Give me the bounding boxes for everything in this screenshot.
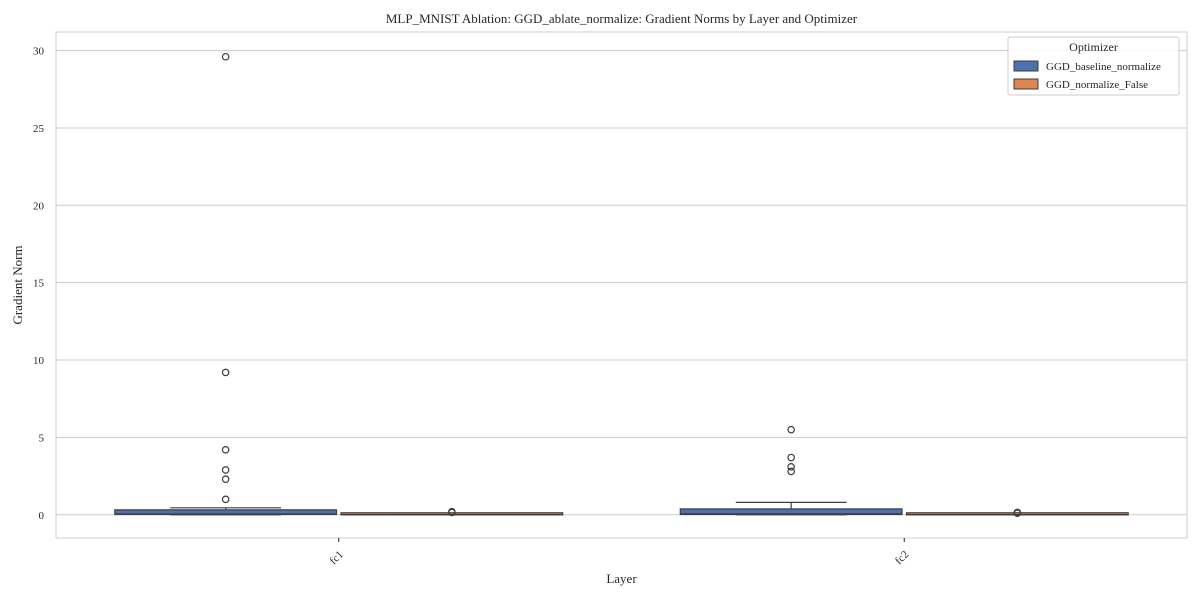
box [679,508,903,516]
y-tick-label: 15 [33,278,45,290]
outlier-point [221,52,230,61]
y-tick-label: 25 [33,123,45,135]
outlier-point [221,445,230,454]
legend-title: Optimizer [1069,40,1118,54]
outlier-point [221,466,230,474]
legend-swatch [1013,78,1039,90]
plot-frame [55,31,1188,539]
x-tick-label: fc2 [893,549,911,567]
x-tick-label: fc1 [327,549,345,567]
outlier-point [448,508,456,517]
y-tick-label: 5 [39,432,45,444]
y-tick-label: 30 [33,46,45,58]
legend-box [1007,36,1180,96]
outlier-point [221,495,230,504]
legend-label: GGD_baseline_normalize [1046,61,1161,73]
outlier-point [787,453,795,462]
y-tick-label: 10 [33,355,45,367]
chart-title: MLP_MNIST Ablation: GGD_ablate_normalize… [385,11,858,26]
legend-swatch [1013,60,1039,72]
outlier-point [221,475,230,483]
x-axis-title: Layer [606,571,637,586]
y-tick-label: 20 [33,200,45,212]
outlier-point [787,425,795,434]
legend-label: GGD_normalize_False [1046,79,1148,91]
outlier-point [787,467,795,476]
outlier-point [221,368,230,377]
outlier-point [787,463,795,471]
outlier-point [1013,509,1022,518]
y-tick-label: 0 [39,510,45,522]
